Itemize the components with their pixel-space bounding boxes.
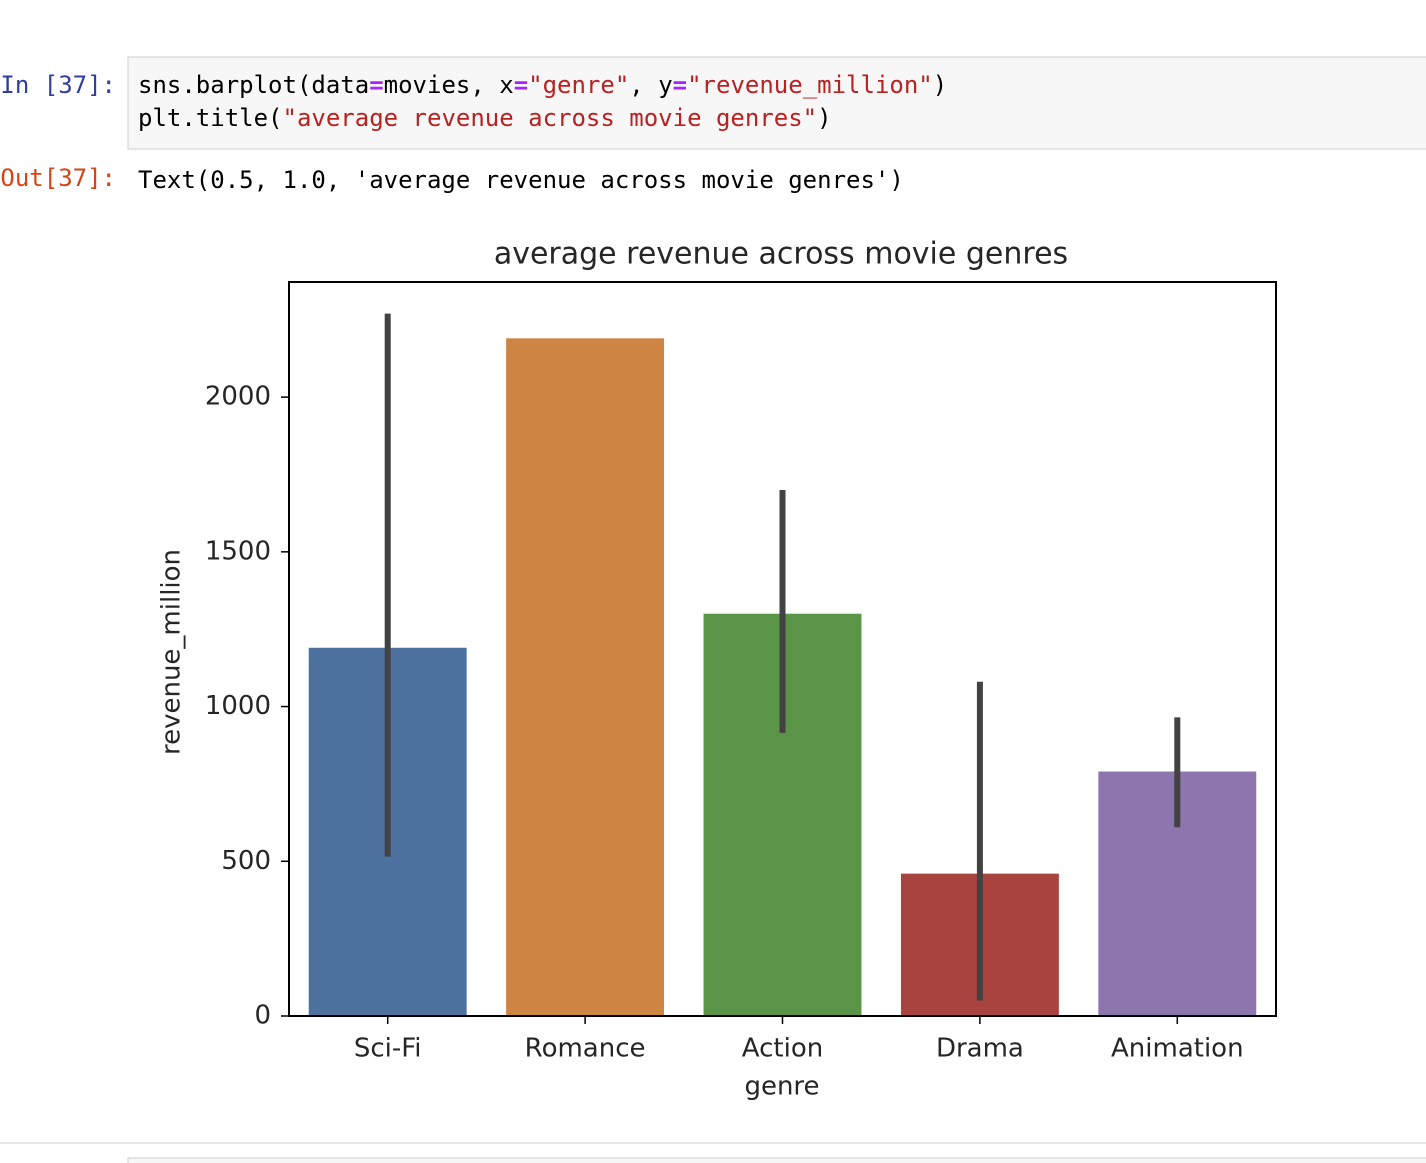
code-token: "revenue_million" bbox=[687, 71, 933, 99]
code-line: sns.barplot(data=movies, x="genre", y="r… bbox=[138, 71, 947, 99]
code-token: = bbox=[673, 71, 687, 99]
output-text: Text(0.5, 1.0, 'average revenue across m… bbox=[138, 166, 904, 194]
code-token: "average revenue across movie genres" bbox=[283, 104, 818, 132]
code-token: ) bbox=[933, 71, 947, 99]
code-line: plt.title("average revenue across movie … bbox=[138, 104, 832, 132]
y-tick-label: 500 bbox=[221, 846, 271, 876]
code-token: ) bbox=[817, 104, 831, 132]
code-token: movies, x bbox=[384, 71, 514, 99]
chart-title: average revenue across movie genres bbox=[494, 237, 1068, 272]
code-token: = bbox=[369, 71, 383, 99]
y-tick-label: 2000 bbox=[205, 382, 271, 412]
y-tick-label: 1000 bbox=[205, 691, 271, 721]
y-tick-label: 1500 bbox=[205, 536, 271, 566]
output-prompt: Out[37]: bbox=[0, 164, 116, 192]
y-axis-label: revenue_million bbox=[157, 549, 187, 755]
code-token: plt.title( bbox=[138, 104, 283, 132]
plot-frame bbox=[288, 281, 1277, 1017]
chart: 0 500 1000 1500 2000 Sci-Fi Romance Action Drama… bbox=[205, 281, 1277, 1064]
x-tick-label: Romance bbox=[525, 1034, 646, 1064]
x-tick-label: Drama bbox=[936, 1034, 1024, 1064]
code-token: , y bbox=[629, 71, 672, 99]
x-tick-label: Sci-Fi bbox=[354, 1034, 422, 1064]
x-tick-label: Action bbox=[742, 1034, 823, 1064]
input-prompt: In [37]: bbox=[0, 71, 116, 99]
code-cell[interactable] bbox=[127, 56, 1426, 150]
x-tick-label: Animation bbox=[1111, 1034, 1244, 1064]
code-token: "genre" bbox=[528, 71, 629, 99]
next-cell[interactable] bbox=[127, 1157, 1426, 1163]
code-token: = bbox=[514, 71, 528, 99]
y-tick-label: 0 bbox=[254, 1001, 271, 1031]
bar bbox=[506, 338, 665, 1016]
x-axis-label: genre bbox=[744, 1072, 819, 1102]
code-token: sns.barplot(data bbox=[138, 71, 369, 99]
